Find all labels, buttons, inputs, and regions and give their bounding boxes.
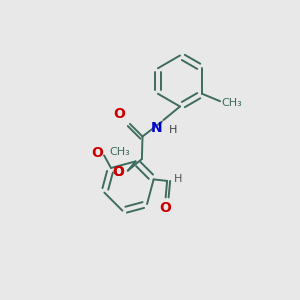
Text: N: N [150,122,162,136]
Text: O: O [112,166,124,179]
Text: O: O [113,107,125,122]
Text: CH₃: CH₃ [110,147,130,158]
Text: O: O [91,146,103,160]
Text: H: H [169,125,177,135]
Text: O: O [159,201,171,215]
Text: CH₃: CH₃ [221,98,242,108]
Text: H: H [174,173,182,184]
Text: O: O [112,166,124,179]
